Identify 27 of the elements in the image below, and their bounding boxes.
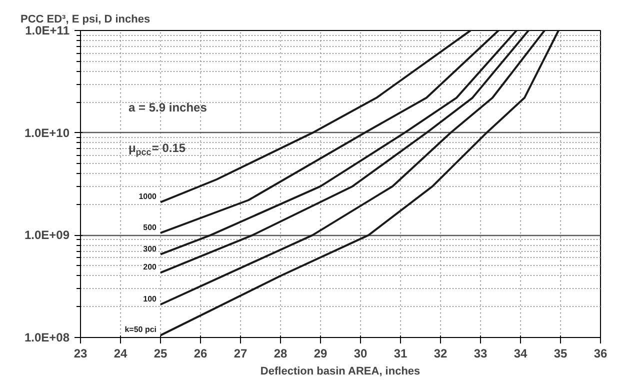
series-label: k=50 pci: [124, 324, 157, 334]
series-label: 200: [143, 262, 158, 272]
x-tick-label: 28: [274, 346, 288, 360]
x-tick-label: 36: [594, 346, 608, 360]
y-tick-label: 1.0E+09: [24, 228, 70, 242]
y-tick-label: 1.0E+11: [25, 24, 70, 38]
series-label: 300: [143, 244, 158, 254]
x-tick-label: 30: [354, 346, 368, 360]
series-label: 100: [143, 294, 158, 304]
x-tick-label: 25: [154, 346, 168, 360]
annotation: a = 5.9 inches: [128, 100, 208, 114]
x-tick-label: 29: [314, 346, 328, 360]
x-tick-label: 32: [434, 346, 448, 360]
x-tick-label: 23: [74, 346, 88, 360]
x-tick-label: 24: [114, 346, 128, 360]
x-tick-label: 34: [514, 346, 528, 360]
x-axis-title: Deflection basin AREA, inches: [260, 366, 420, 378]
x-tick-label: 27: [234, 346, 248, 360]
x-tick-label: 33: [474, 346, 488, 360]
x-tick-label: 26: [194, 346, 208, 360]
x-tick-label: 31: [394, 346, 408, 360]
chart-title: PCC ED³, E psi, D inches: [20, 14, 150, 26]
series-label: 1000: [138, 192, 158, 202]
series-label: 500: [143, 223, 158, 232]
y-tick-label: 1.0E+10: [24, 126, 70, 140]
y-tick-label: 1.0E+08: [24, 330, 70, 344]
x-tick-label: 35: [554, 346, 568, 360]
